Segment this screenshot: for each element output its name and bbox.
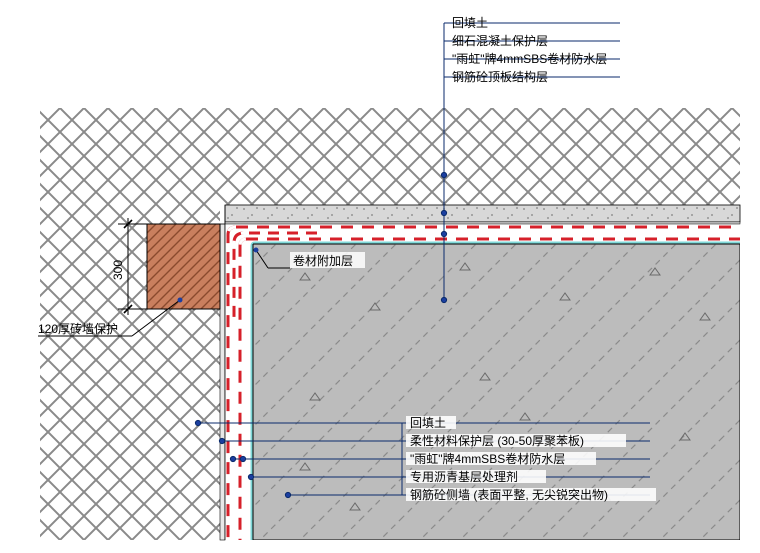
svg-text:"雨虹"牌4mmSBS卷材防水层: "雨虹"牌4mmSBS卷材防水层 bbox=[452, 51, 607, 66]
svg-text:钢筋砼侧墙 (表面平整, 无尖锐突出物): 钢筋砼侧墙 (表面平整, 无尖锐突出物) bbox=[410, 487, 608, 502]
svg-text:回填土: 回填土 bbox=[410, 416, 446, 430]
svg-text:回填土: 回填土 bbox=[452, 16, 488, 30]
svg-text:柔性材料保护层 (30-50厚聚苯板): 柔性材料保护层 (30-50厚聚苯板) bbox=[410, 434, 584, 448]
svg-text:120厚砖墙保护: 120厚砖墙保护 bbox=[38, 321, 118, 336]
svg-text:"雨虹"牌4mmSBS卷材防水层: "雨虹"牌4mmSBS卷材防水层 bbox=[410, 451, 565, 466]
svg-text:细石混凝土保护层: 细石混凝土保护层 bbox=[452, 33, 548, 48]
flexible-protect-left bbox=[220, 224, 225, 540]
bottom-labels: 回填土 柔性材料保护层 (30-50厚聚苯板) "雨虹"牌4mmSBS卷材防水层… bbox=[405, 414, 665, 504]
svg-text:钢筋砼顶板结构层: 钢筋砼顶板结构层 bbox=[452, 69, 548, 84]
dimension-300-text: 300 bbox=[111, 260, 125, 280]
waterproof-detail-diagram: 300 120厚砖墙保护 卷材附加层 回填土 细石混凝土保护层 "雨虹"牌4mm… bbox=[0, 0, 760, 553]
backfill-soil-top bbox=[40, 108, 740, 205]
svg-text:卷材附加层: 卷材附加层 bbox=[293, 253, 353, 268]
protective-concrete-layer bbox=[225, 205, 740, 222]
svg-text:专用沥青基层处理剂: 专用沥青基层处理剂 bbox=[410, 469, 518, 484]
brick-protective-wall bbox=[147, 224, 220, 309]
top-labels: 回填土 细石混凝土保护层 "雨虹"牌4mmSBS卷材防水层 钢筋砼顶板结构层 bbox=[452, 16, 607, 84]
